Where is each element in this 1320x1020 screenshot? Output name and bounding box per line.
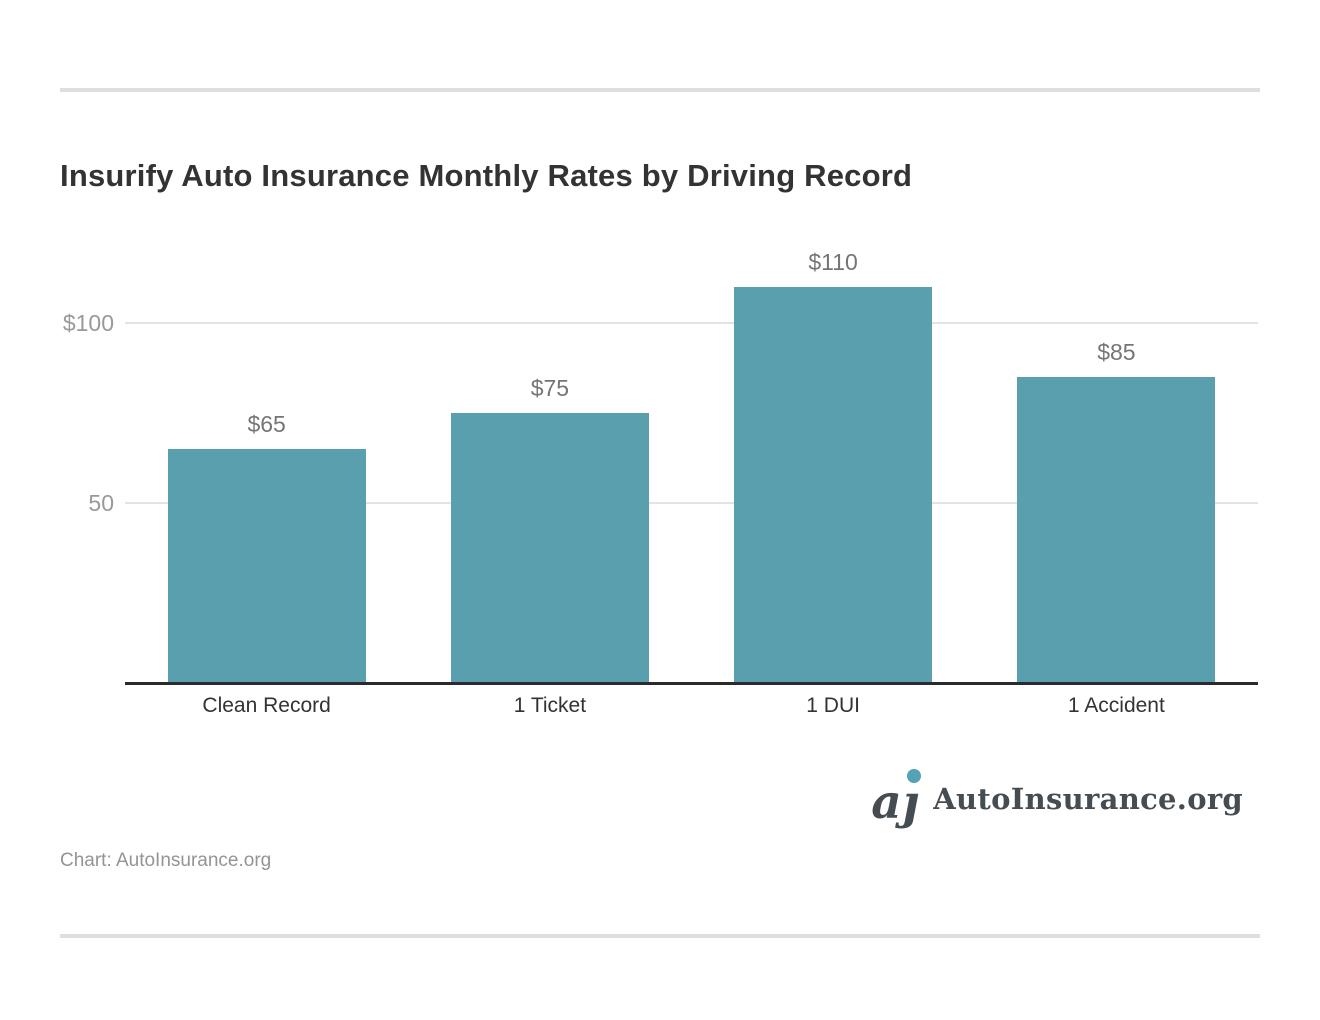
- logo-dot-icon: [907, 769, 922, 783]
- bar-value-label: $85: [1097, 338, 1136, 365]
- x-category-label: 1 Accident: [1067, 694, 1165, 717]
- bar-value-label: $65: [247, 410, 286, 437]
- bar-clean-record: [167, 448, 366, 682]
- autoinsurance-logo: aȷ AutoInsurance.org: [871, 768, 1243, 830]
- bar-value-label: $110: [808, 249, 858, 276]
- logo-wordmark: AutoInsurance.org: [933, 782, 1243, 816]
- x-category-label: 1 DUI: [806, 694, 860, 717]
- aj-logo-icon: aȷ: [871, 768, 925, 830]
- x-category-label: 1 Ticket: [513, 694, 587, 717]
- gridline-50: [125, 501, 1258, 504]
- bar-chart: $100 50 $65 Clean Record $75 1 Ticket $110 1 DU…: [63, 220, 1258, 716]
- chart-credit: Chart: AutoInsurance.org: [60, 850, 272, 871]
- bar-1-accident: [1017, 376, 1216, 682]
- top-divider: [60, 88, 1260, 92]
- gridline-100: [125, 322, 1258, 325]
- y-tick-label: $100: [62, 310, 114, 337]
- x-category-label: Clean Record: [202, 694, 331, 717]
- bar-1-ticket: [450, 412, 649, 682]
- bottom-divider: [60, 934, 1260, 938]
- chart-title: Insurify Auto Insurance Monthly Rates by…: [60, 158, 913, 193]
- bar-value-label: $75: [530, 374, 570, 401]
- x-axis-line: [125, 682, 1258, 685]
- y-tick-label: 50: [88, 489, 114, 516]
- logo-monogram: aȷ: [871, 775, 919, 830]
- bar-1-dui: [734, 287, 933, 682]
